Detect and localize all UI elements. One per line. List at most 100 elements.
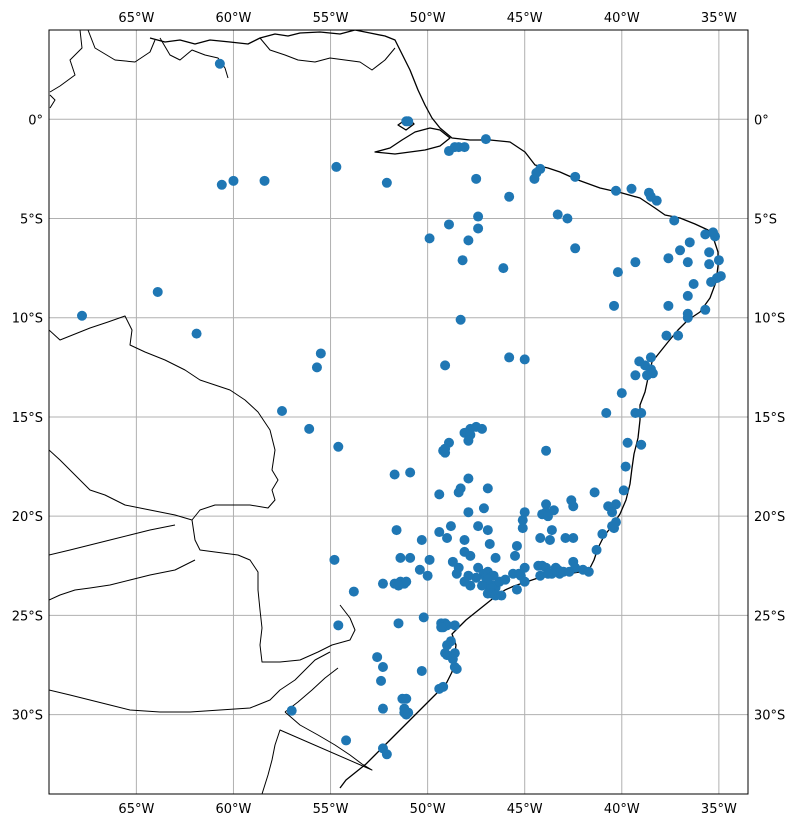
lat-tick-label-left: 15°S [12,411,43,426]
data-point [442,533,453,544]
data-point [517,523,528,534]
axis-ticks: 65°W 65°W 60°W 60°W 55°W 55°W 50°W 50°W 45°W 45°W… [12,11,786,817]
northern-border [49,30,396,109]
data-point [445,521,456,532]
data-point [476,580,487,591]
data-point [517,515,528,526]
data-point [713,255,724,266]
data-point [675,245,686,256]
data-point [459,142,470,153]
data-point [440,648,451,659]
lon-tick-label-top: 55°W [313,11,349,26]
data-point [331,161,342,172]
data-point [498,263,509,274]
western-border [49,315,356,663]
data-point [642,370,653,381]
data-point [682,290,693,301]
data-point [622,437,633,448]
data-point [682,312,693,323]
data-point [482,483,493,494]
data-point [391,525,402,536]
data-point [546,525,557,536]
lon-tick-label-top: 35°W [701,11,737,26]
data-point [471,173,482,184]
uruguay-border [261,711,373,794]
data-point [401,576,412,587]
data-point [511,584,522,595]
data-point [616,388,627,399]
data-point [519,354,530,365]
lat-tick-label-right: 30°S [754,709,785,724]
data-point [434,527,445,538]
data-point [348,586,359,597]
data-point [329,554,340,565]
data-point [519,562,530,573]
data-point [376,675,387,686]
data-point [568,533,579,544]
data-point [463,235,474,246]
data-point [214,58,225,69]
data-point [393,618,404,629]
data-point [618,485,629,496]
data-point [315,348,326,359]
data-point [630,257,641,268]
data-point [634,356,645,367]
data-point [583,566,594,577]
data-point [478,503,489,514]
data-point [673,330,684,341]
data-point [403,116,414,127]
data-point [510,550,520,561]
lon-tick-label-bottom: 55°W [313,802,349,817]
south-american-borders [49,449,339,713]
brazil-coastline [149,30,719,789]
data-point [459,576,470,587]
data-point [422,570,433,581]
data-point [704,259,715,270]
data-point [465,550,476,561]
lon-tick-label-top: 40°W [604,11,640,26]
data-point [476,423,487,434]
data-point [372,652,383,663]
data-point [519,507,530,518]
data-point [541,499,552,510]
lat-tick-label-left: 25°S [12,609,43,624]
lat-tick-label-left: 30°S [12,709,43,724]
data-point [453,487,464,498]
data-point [416,534,427,545]
data-point [519,576,530,587]
data-point [418,612,429,623]
data-point [451,663,462,674]
data-point [405,552,416,563]
data-point [663,253,674,264]
data-point [504,352,515,363]
lat-tick-label-right: 25°S [754,609,785,624]
data-point [152,286,163,297]
data-point [471,572,482,583]
data-point [700,229,711,240]
lat-tick-label-right: 15°S [754,411,785,426]
amazon-mouth-islands [374,127,451,155]
data-point [482,525,493,536]
lon-tick-label-bottom: 35°W [701,802,737,817]
data-point [490,552,501,563]
map-frame [48,29,749,795]
data-point [543,568,554,579]
data-point [544,534,555,545]
data-point [228,175,239,186]
lon-tick-label-top: 45°W [507,11,543,26]
lon-tick-label-bottom: 60°W [216,802,252,817]
data-point [447,556,458,567]
data-point [570,243,581,254]
data-point [529,173,540,184]
lat-tick-label-left: 10°S [12,312,43,327]
data-point [457,255,468,266]
data-point [568,501,579,512]
data-point [451,568,462,579]
data-point [311,362,322,373]
data-point [341,735,352,746]
data-point [333,441,344,452]
data-point [259,175,270,186]
data-point [706,277,717,288]
lon-tick-label-bottom: 45°W [507,802,543,817]
data-point [651,195,662,206]
